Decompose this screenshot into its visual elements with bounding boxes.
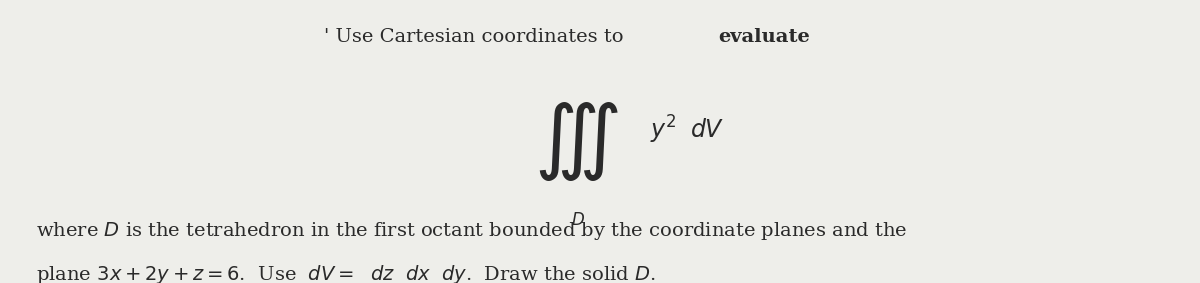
Text: $dV$: $dV$ [690, 119, 725, 142]
Text: $y^2$: $y^2$ [650, 114, 677, 146]
Text: $D$: $D$ [571, 212, 586, 229]
Text: ' Use Cartesian coordinates to: ' Use Cartesian coordinates to [324, 28, 630, 46]
Text: where $D$ is the tetrahedron in the first octant bounded by the coordinate plane: where $D$ is the tetrahedron in the firs… [36, 220, 907, 242]
Text: plane $3x + 2y + z = 6$.  Use  $dV = $  $dz$  $dx$  $dy$.  Draw the solid $D$.: plane $3x + 2y + z = 6$. Use $dV = $ $dz… [36, 263, 655, 283]
Text: $\iiint$: $\iiint$ [534, 100, 618, 183]
Text: evaluate: evaluate [719, 28, 810, 46]
